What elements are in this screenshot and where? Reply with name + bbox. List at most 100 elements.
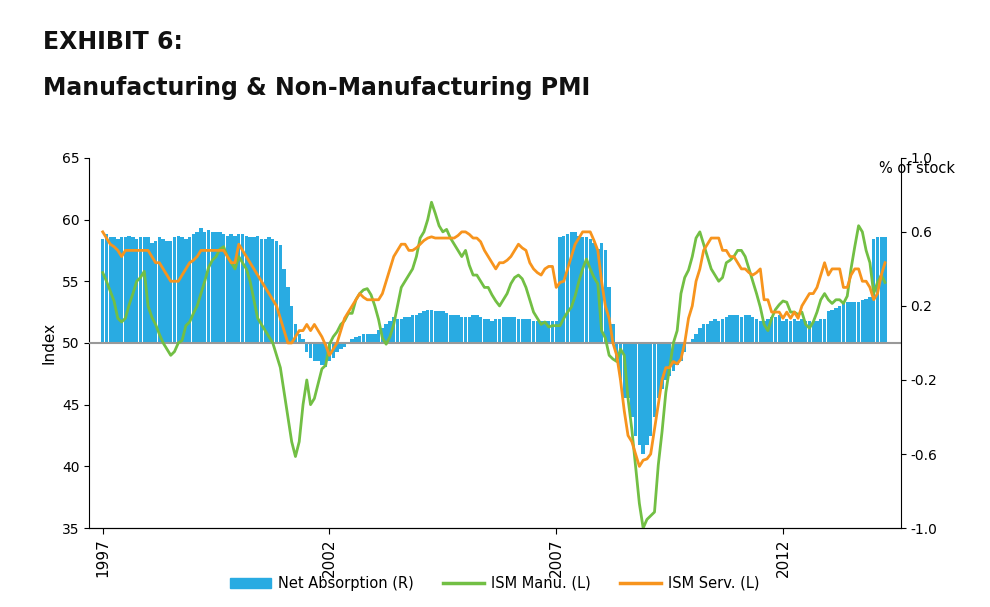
Bar: [150, 243, 153, 343]
Bar: [112, 237, 116, 343]
Bar: [147, 237, 149, 343]
Bar: [506, 317, 509, 343]
Bar: [664, 343, 667, 380]
Bar: [649, 343, 652, 436]
Bar: [411, 315, 414, 343]
Bar: [153, 241, 157, 343]
Bar: [600, 243, 603, 343]
Bar: [173, 237, 176, 343]
Bar: [509, 317, 513, 343]
Bar: [698, 328, 702, 343]
Bar: [361, 334, 365, 343]
Bar: [615, 343, 619, 362]
Bar: [770, 317, 773, 343]
Bar: [245, 236, 248, 343]
Bar: [517, 319, 520, 343]
Bar: [373, 334, 376, 343]
Bar: [777, 315, 781, 343]
Bar: [816, 320, 819, 343]
Bar: [528, 319, 532, 343]
Bar: [544, 320, 546, 343]
Bar: [184, 239, 187, 343]
Bar: [309, 343, 312, 358]
Bar: [577, 236, 580, 343]
Bar: [169, 241, 172, 343]
Y-axis label: Index: Index: [42, 322, 56, 364]
Bar: [796, 320, 800, 343]
Bar: [203, 232, 207, 343]
Bar: [823, 319, 827, 343]
Bar: [502, 317, 505, 343]
Bar: [332, 343, 335, 358]
Bar: [237, 234, 241, 343]
Bar: [317, 343, 320, 362]
Bar: [275, 241, 278, 343]
Bar: [627, 343, 630, 399]
Bar: [381, 328, 384, 343]
Bar: [729, 315, 732, 343]
Bar: [188, 237, 191, 343]
Bar: [161, 239, 165, 343]
Bar: [143, 237, 146, 343]
Bar: [207, 230, 210, 343]
Bar: [596, 248, 600, 343]
Bar: [702, 324, 705, 343]
Bar: [872, 239, 875, 343]
Bar: [513, 317, 517, 343]
Bar: [460, 317, 463, 343]
Bar: [384, 324, 388, 343]
Bar: [652, 343, 656, 417]
Bar: [562, 236, 565, 343]
Bar: [860, 300, 864, 343]
Bar: [736, 315, 740, 343]
Bar: [452, 315, 455, 343]
Bar: [619, 343, 622, 380]
Bar: [494, 319, 497, 343]
Bar: [475, 315, 478, 343]
Bar: [717, 320, 721, 343]
Bar: [426, 310, 430, 343]
Bar: [259, 239, 263, 343]
Bar: [789, 320, 792, 343]
Bar: [241, 234, 245, 343]
Bar: [403, 317, 407, 343]
Bar: [234, 236, 237, 343]
Bar: [215, 232, 218, 343]
Bar: [864, 299, 868, 343]
Legend: Net Absorption (R), ISM Manu. (L), ISM Serv. (L): Net Absorption (R), ISM Manu. (L), ISM S…: [225, 570, 765, 597]
Bar: [165, 241, 168, 343]
Bar: [835, 308, 838, 343]
Bar: [256, 236, 259, 343]
Bar: [536, 320, 539, 343]
Bar: [490, 320, 494, 343]
Bar: [774, 317, 777, 343]
Bar: [785, 319, 788, 343]
Bar: [800, 319, 804, 343]
Bar: [781, 320, 785, 343]
Bar: [766, 319, 769, 343]
Bar: [540, 320, 543, 343]
Bar: [743, 315, 746, 343]
Bar: [683, 343, 686, 352]
Bar: [679, 343, 683, 362]
Bar: [388, 320, 392, 343]
Bar: [668, 343, 671, 376]
Bar: [585, 237, 588, 343]
Bar: [883, 237, 887, 343]
Bar: [438, 311, 441, 343]
Bar: [751, 317, 754, 343]
Bar: [486, 319, 490, 343]
Bar: [128, 236, 131, 343]
Bar: [721, 319, 725, 343]
Bar: [400, 319, 403, 343]
Text: Manufacturing & Non-Manufacturing PMI: Manufacturing & Non-Manufacturing PMI: [44, 76, 591, 101]
Bar: [396, 319, 399, 343]
Bar: [827, 311, 830, 343]
Bar: [116, 239, 120, 343]
Bar: [521, 319, 524, 343]
Bar: [298, 334, 301, 343]
Bar: [656, 343, 660, 399]
Bar: [710, 320, 713, 343]
Bar: [211, 232, 214, 343]
Bar: [365, 334, 369, 343]
